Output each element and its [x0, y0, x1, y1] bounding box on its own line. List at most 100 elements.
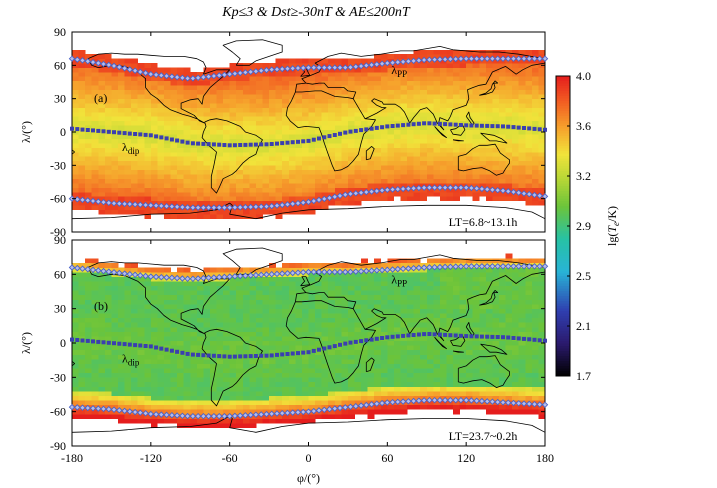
heatmap-cell [413, 381, 421, 387]
heatmap-cell [420, 85, 428, 91]
heatmap-cell [361, 400, 368, 406]
heatmap-cell [78, 152, 86, 157]
heatmap-cell [426, 285, 434, 291]
heatmap-cell [334, 377, 342, 383]
heatmap-cell [466, 294, 474, 300]
heatmap-cell [216, 400, 224, 406]
heatmap-cell [255, 200, 263, 206]
heatmap-cell [196, 196, 204, 202]
heatmap-cell [209, 214, 217, 219]
heatmap-cell [91, 317, 99, 323]
heatmap-cell [420, 326, 428, 332]
heatmap-cell [117, 386, 125, 392]
heatmap-cell [203, 290, 211, 296]
heatmap-cell [170, 98, 178, 104]
heatmap-cell [361, 281, 368, 287]
heatmap-cell [150, 363, 158, 369]
heatmap-cell [137, 404, 145, 410]
heatmap-cell [236, 85, 244, 91]
heatmap-cell [144, 272, 152, 277]
heatmap-cell [315, 281, 322, 287]
heatmap-cell [150, 143, 158, 148]
heatmap-cell [505, 76, 513, 82]
heatmap-cell [269, 308, 276, 314]
heatmap-cell [479, 404, 487, 410]
heatmap-cell [479, 160, 487, 166]
heatmap-cell [433, 89, 441, 95]
heatmap-cell [111, 76, 119, 82]
heatmap-cell [485, 67, 493, 73]
heatmap-cell [321, 160, 329, 166]
heatmap-cell [124, 326, 132, 332]
heatmap-cell [407, 308, 414, 314]
heatmap-cell [301, 400, 309, 406]
heatmap-cell [459, 160, 467, 166]
heatmap-cell [249, 418, 257, 424]
heatmap-cell [459, 290, 467, 296]
heatmap-cell [295, 368, 303, 374]
heatmap-cell [275, 336, 283, 342]
heatmap-cell [216, 187, 224, 193]
heatmap-cell [525, 381, 533, 387]
heatmap-cell [380, 116, 388, 122]
heatmap-cell [131, 205, 138, 211]
heatmap-cell [117, 187, 125, 193]
heatmap-cell [485, 395, 493, 401]
heatmap-cell [321, 336, 329, 342]
heatmap-cell [117, 80, 125, 86]
heatmap-cell [315, 178, 322, 184]
heatmap-cell [78, 80, 86, 86]
heatmap-cell [249, 147, 257, 153]
heatmap-cell [170, 381, 178, 387]
heatmap-cell [492, 196, 500, 202]
heatmap-cell [400, 63, 408, 68]
heatmap-cell [374, 80, 382, 86]
heatmap-cell [137, 209, 145, 215]
heatmap-cell [72, 174, 79, 179]
heatmap-cell [387, 285, 395, 291]
heatmap-cell [426, 107, 434, 113]
heatmap-cell [282, 363, 290, 369]
heatmap-cell [150, 152, 158, 157]
heatmap-cell [163, 322, 171, 328]
heatmap-cell [98, 156, 106, 162]
heatmap-cell [531, 404, 539, 410]
heatmap-cell [328, 80, 336, 86]
heatmap-cell [499, 354, 506, 360]
heatmap-cell [131, 294, 138, 300]
heatmap-cell [361, 276, 368, 282]
heatmap-cell [374, 372, 382, 378]
heatmap-cell [492, 120, 500, 126]
heatmap-cell [387, 103, 395, 108]
heatmap-cell [269, 196, 276, 202]
heatmap-cell [104, 152, 112, 157]
heatmap-cell [282, 160, 290, 166]
heatmap-cell [78, 116, 86, 122]
heatmap-cell [505, 183, 513, 188]
heatmap-cell [255, 183, 263, 188]
heatmap-cell [459, 304, 467, 309]
heatmap-cell [98, 322, 106, 328]
heatmap-cell [413, 349, 421, 355]
heatmap-cell [98, 143, 106, 148]
heatmap-cell [209, 285, 217, 291]
heatmap-cell [321, 377, 329, 383]
heatmap-cell [354, 377, 362, 383]
heatmap-cell [400, 258, 408, 264]
heatmap-cell [282, 143, 290, 148]
heatmap-cell [282, 308, 290, 314]
heatmap-cell [104, 94, 112, 99]
heatmap-cell [459, 285, 467, 291]
heatmap-cell [459, 276, 467, 282]
heatmap-cell [426, 156, 434, 162]
heatmap-cell [288, 413, 296, 419]
heatmap-cell [525, 359, 533, 364]
heatmap-cell [505, 322, 513, 328]
heatmap-cell [518, 54, 526, 59]
heatmap-cell [400, 183, 408, 188]
heatmap-cell [91, 112, 99, 117]
heatmap-cell [492, 381, 500, 387]
heatmap-cell [144, 391, 152, 396]
heatmap-cell [295, 72, 303, 77]
heatmap-cell [380, 112, 388, 117]
